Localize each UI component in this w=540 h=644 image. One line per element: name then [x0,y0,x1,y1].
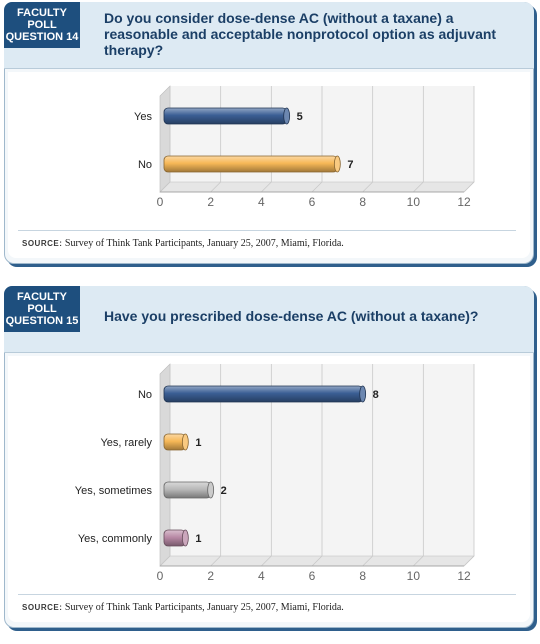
plot-wall [160,86,474,192]
floor-gridline [159,555,171,567]
category-label: No [138,389,152,401]
data-label: 7 [347,159,353,171]
x-tick-label: 4 [258,195,265,209]
x-tick-label: 4 [258,569,265,583]
data-label: 1 [195,437,201,449]
panel-header [4,286,534,353]
category-label: No [138,159,152,171]
source-divider [18,594,516,595]
plot-side-wall [159,85,171,193]
bar-cap [181,433,189,451]
x-tick-label: 0 [157,195,164,209]
floor-gridline [463,555,475,567]
x-tick-label: 0 [157,569,164,583]
source-label: SOURCE: [22,239,63,248]
plot-wall [160,364,474,566]
category-label: Yes [134,111,152,123]
tag-line-2: POLL [27,19,57,31]
tag-line-1: FACULTY [17,291,67,303]
source-text: Survey of Think Tank Participants, Janua… [64,602,344,613]
bar-cap [207,481,215,499]
source-note: SOURCE: Survey of Think Tank Participant… [22,602,344,613]
floor-gridline [261,555,272,567]
bar-cap [333,155,341,173]
x-tick-label: 8 [359,195,366,209]
data-label: 2 [221,485,227,497]
bar-cap [181,529,189,547]
data-label: 1 [195,533,201,545]
x-tick-label: 6 [309,569,316,583]
source-divider [18,230,516,231]
category-label: Yes, rarely [100,437,152,449]
x-tick-label: 2 [207,195,214,209]
floor-gridline [159,181,171,193]
panel-header [4,2,534,69]
floor-gridline [311,181,323,193]
bar [163,385,364,403]
x-tick-label: 8 [359,569,366,583]
data-label: 8 [373,389,379,401]
floor-gridline [261,181,272,193]
poll-question: Do you consider dose-dense AC (without a… [104,10,497,58]
chart-area: 0 2 4 6 8 10 12 Yes 5 No 7 SOURCE: Survey of Think… [8,72,530,258]
floor-gridline [362,181,373,193]
tag-line-1: FACULTY [17,7,67,19]
faculty-poll-tag: FACULTY POLL QUESTION 15 [4,286,80,332]
bar [163,107,288,125]
poll-question: Have you prescribed dose-dense AC (witho… [104,308,479,324]
floor-gridline [463,181,475,193]
floor-gridline [311,555,323,567]
x-tick-label: 10 [407,195,421,209]
x-tick-label: 12 [457,569,471,583]
bar [163,481,212,499]
source-text: Survey of Think Tank Participants, Janua… [64,238,344,249]
x-tick-label: 10 [407,569,421,583]
poll-panel-q14: FACULTY POLL QUESTION 14 Do you consider… [4,2,534,264]
x-tick-label: 6 [309,195,316,209]
x-tick-label: 12 [457,195,471,209]
category-label: Yes, commonly [78,533,153,545]
floor-gridline [413,555,424,567]
source-label: SOURCE: [22,603,63,612]
data-label: 5 [297,111,303,123]
floor-gridline [413,181,424,193]
category-label: Yes, sometimes [75,485,153,497]
bar-chart: 0 2 4 6 8 10 12 No 8 Yes, rarely 1 Yes, sometimes 2 Y… [75,363,475,583]
tag-line-3: QUESTION 14 [5,31,79,43]
floor-gridline [210,555,221,567]
faculty-poll-tag: FACULTY POLL QUESTION 14 [4,2,80,48]
bar-cap [283,107,291,125]
bar [163,155,338,173]
poll-panel-q15: FACULTY POLL QUESTION 15 Have you prescr… [4,286,534,628]
chart-area: 0 2 4 6 8 10 12 No 8 Yes, rarely 1 Yes, sometimes 2 Y… [8,356,530,622]
tag-line-3: QUESTION 15 [5,315,79,327]
bar-cap [359,385,367,403]
tag-line-2: POLL [27,303,57,315]
bar-chart: 0 2 4 6 8 10 12 Yes 5 No 7 [134,85,475,209]
floor-gridline [362,555,373,567]
x-tick-label: 2 [207,569,214,583]
floor-gridline [210,181,221,193]
source-note: SOURCE: Survey of Think Tank Participant… [22,238,344,249]
